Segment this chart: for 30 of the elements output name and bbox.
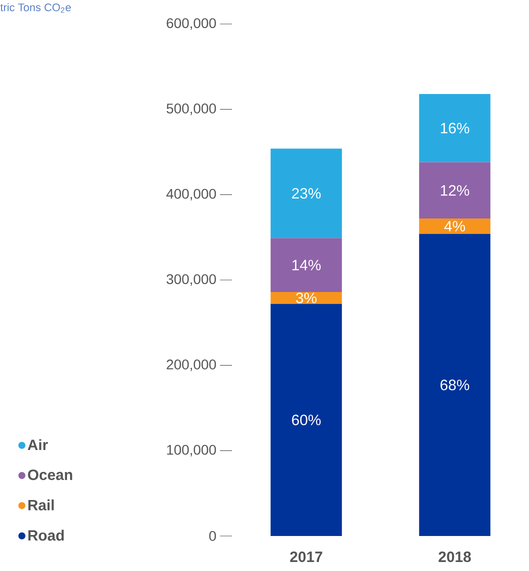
legend-label: Road: [28, 530, 64, 541]
y-tick-label: 400,000: [166, 188, 216, 200]
y-tick-label: 300,000: [166, 274, 216, 286]
legend-label: Rail: [28, 499, 54, 510]
bar: [419, 218, 490, 234]
annotation: 4%: [444, 221, 466, 232]
annotation: 60%: [292, 414, 321, 426]
legend-label: Ocean: [28, 470, 72, 480]
x-tick-label: 2017: [290, 552, 322, 562]
annotation: 23%: [292, 188, 321, 199]
annotation: 12%: [440, 185, 470, 196]
bar: [270, 304, 342, 536]
bar: [419, 94, 490, 162]
bar: [270, 238, 342, 292]
annotation: 14%: [292, 260, 321, 270]
y-tick-label: 0: [209, 531, 216, 541]
y-tick-label: 100,000: [167, 444, 216, 456]
y-tick-label: 500,000: [166, 104, 216, 116]
bar: [419, 234, 490, 536]
y-tick-label: 200,000: [166, 360, 216, 372]
bar: [270, 148, 342, 238]
x-tick-label: 2018: [438, 552, 471, 562]
bar: [419, 162, 490, 219]
annotation: 3%: [296, 292, 317, 304]
y-tick-label: 600,000: [166, 18, 216, 30]
text: tric Tons CO$_{2}$e: [0, 3, 71, 13]
legend-label: Air: [28, 439, 48, 450]
annotation: 68%: [440, 380, 470, 390]
bar: [270, 292, 342, 304]
annotation: 16%: [440, 122, 470, 134]
